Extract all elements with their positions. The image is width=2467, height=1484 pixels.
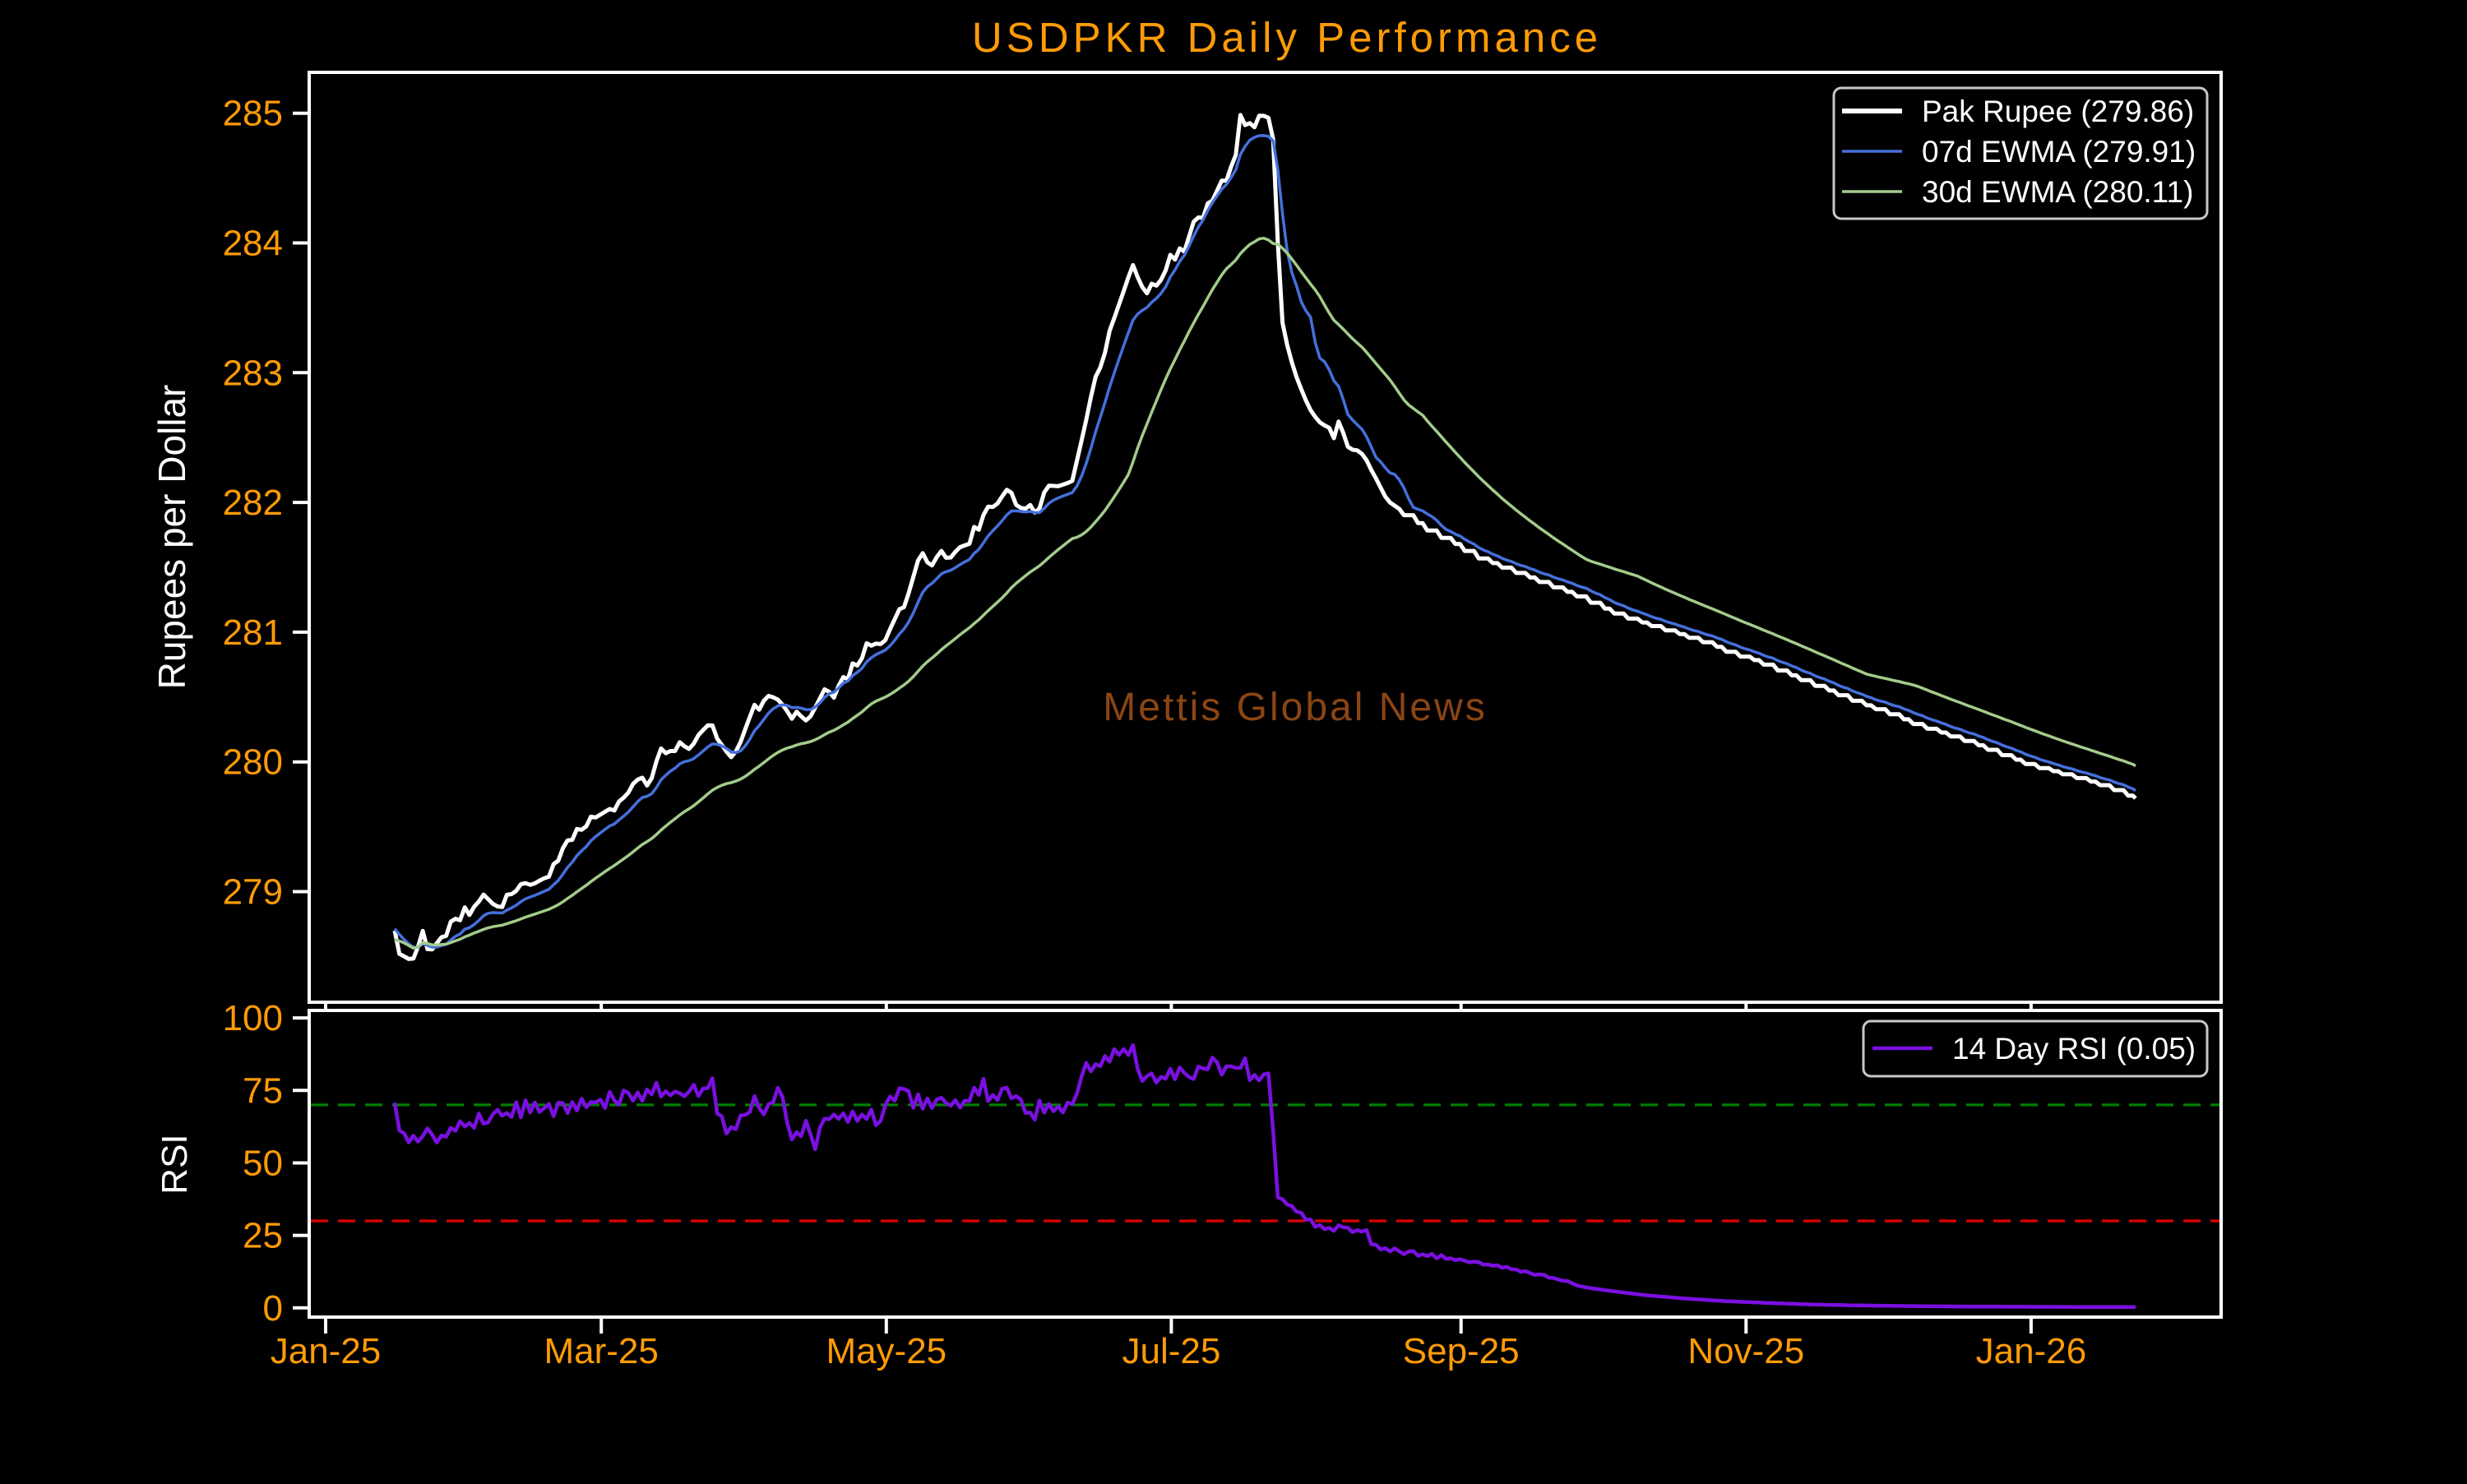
- svg-text:Jul-25: Jul-25: [1122, 1331, 1220, 1371]
- svg-text:280: 280: [223, 742, 283, 783]
- svg-text:25: 25: [243, 1216, 283, 1256]
- svg-text:Nov-25: Nov-25: [1687, 1331, 1804, 1371]
- svg-text:RSI: RSI: [155, 1134, 195, 1194]
- svg-text:100: 100: [223, 998, 283, 1038]
- svg-text:30d EWMA (280.11): 30d EWMA (280.11): [1922, 175, 2193, 209]
- svg-text:14 Day RSI (0.05): 14 Day RSI (0.05): [1952, 1032, 2196, 1066]
- svg-text:USDPKR Daily Performance: USDPKR Daily Performance: [972, 14, 1602, 61]
- svg-text:284: 284: [223, 224, 283, 264]
- svg-text:75: 75: [243, 1070, 283, 1111]
- svg-text:279: 279: [223, 872, 283, 913]
- svg-text:Mettis Global News: Mettis Global News: [1103, 686, 1487, 729]
- svg-text:281: 281: [223, 613, 283, 653]
- svg-text:May-25: May-25: [826, 1331, 947, 1371]
- svg-text:283: 283: [223, 353, 283, 393]
- svg-text:Rupees per Dollar: Rupees per Dollar: [150, 385, 193, 690]
- svg-text:285: 285: [223, 94, 283, 134]
- svg-text:Pak Rupee (279.86): Pak Rupee (279.86): [1922, 95, 2194, 128]
- svg-text:Jan-26: Jan-26: [1976, 1331, 2087, 1371]
- svg-text:282: 282: [223, 483, 283, 523]
- svg-text:Mar-25: Mar-25: [544, 1331, 659, 1371]
- svg-text:Jan-25: Jan-25: [271, 1331, 382, 1371]
- svg-text:Sep-25: Sep-25: [1403, 1331, 1520, 1371]
- svg-text:07d EWMA (279.91): 07d EWMA (279.91): [1922, 135, 2196, 169]
- svg-text:50: 50: [243, 1144, 283, 1184]
- svg-text:0: 0: [263, 1288, 283, 1329]
